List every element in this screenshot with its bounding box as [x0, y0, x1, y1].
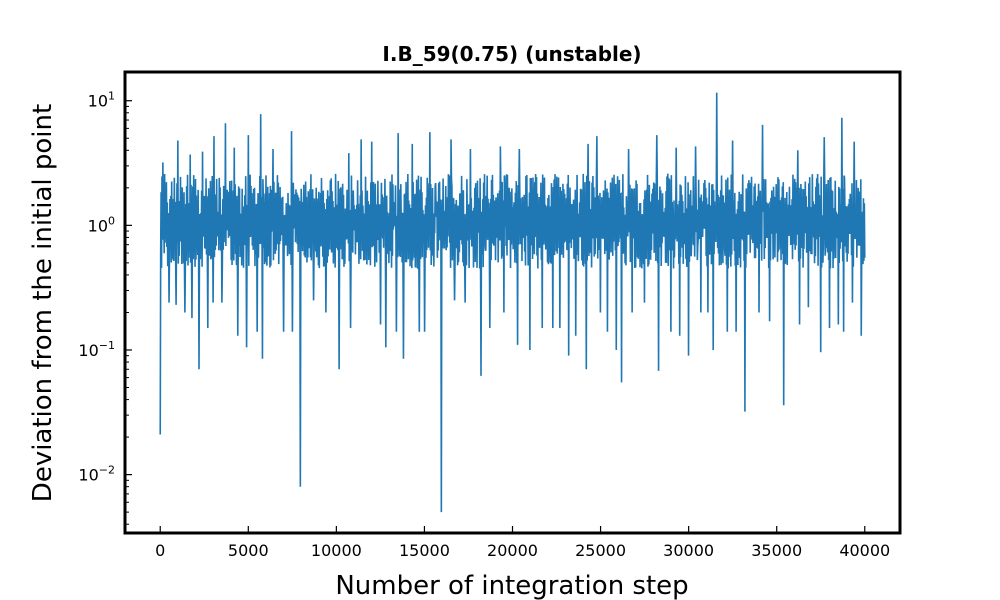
- chart-title: I.B_59(0.75) (unstable): [382, 42, 641, 66]
- x-tick-label: 10000: [311, 541, 362, 560]
- x-axis-label: Number of integration step: [335, 571, 688, 600]
- x-tick-label: 30000: [663, 541, 714, 560]
- x-tick-label: 25000: [575, 541, 626, 560]
- y-tick-label: 10−1: [78, 339, 115, 360]
- x-tick-label: 15000: [399, 541, 450, 560]
- x-tick-label: 20000: [487, 541, 538, 560]
- series-line: [159, 92, 866, 513]
- y-tick-label: 101: [88, 90, 115, 111]
- y-axis-label: Deviation from the initial point: [28, 104, 58, 502]
- y-tick-label: 100: [88, 214, 115, 235]
- x-tick-label: 35000: [751, 541, 802, 560]
- x-tick-label: 5000: [228, 541, 269, 560]
- x-tick-label: 40000: [839, 541, 890, 560]
- x-tick-label: 0: [155, 541, 165, 560]
- y-tick-label: 10−2: [78, 464, 115, 485]
- plot-frame: [123, 70, 902, 535]
